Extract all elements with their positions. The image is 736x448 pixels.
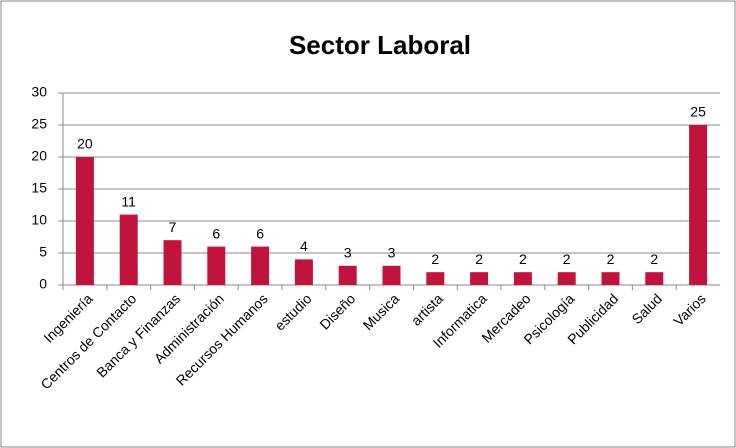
data-label: 6 <box>256 225 264 241</box>
y-tick-label: 5 <box>39 244 47 260</box>
data-label: 20 <box>77 136 93 152</box>
bar <box>426 272 445 285</box>
y-tick-label: 0 <box>39 276 47 292</box>
y-tick-label: 15 <box>31 180 47 196</box>
bar <box>294 259 313 285</box>
data-label: 7 <box>169 219 177 235</box>
data-label: 3 <box>388 245 396 261</box>
bar <box>470 272 489 285</box>
y-tick-label: 20 <box>31 148 47 164</box>
bar <box>207 246 226 285</box>
bar <box>119 214 138 285</box>
y-tick-label: 25 <box>31 116 47 132</box>
data-label: 2 <box>650 251 658 267</box>
y-tick-label: 30 <box>31 84 47 100</box>
bar <box>75 157 94 285</box>
bar <box>251 246 270 285</box>
bar <box>601 272 620 285</box>
bar <box>163 240 182 285</box>
data-label: 2 <box>519 251 527 267</box>
data-label: 2 <box>431 251 439 267</box>
bar <box>382 265 401 285</box>
data-label: 11 <box>121 193 136 209</box>
bar <box>645 272 664 285</box>
data-label: 4 <box>300 238 308 254</box>
bar <box>689 125 708 285</box>
data-label: 2 <box>475 251 483 267</box>
bar <box>513 272 532 285</box>
data-label: 6 <box>212 225 220 241</box>
bar <box>338 265 357 285</box>
data-label: 3 <box>344 245 352 261</box>
data-label: 2 <box>563 251 571 267</box>
data-label: 2 <box>607 251 615 267</box>
bar <box>557 272 576 285</box>
y-tick-label: 10 <box>31 212 47 228</box>
chart-title: Sector Laboral <box>289 30 471 60</box>
data-label: 25 <box>690 104 706 120</box>
